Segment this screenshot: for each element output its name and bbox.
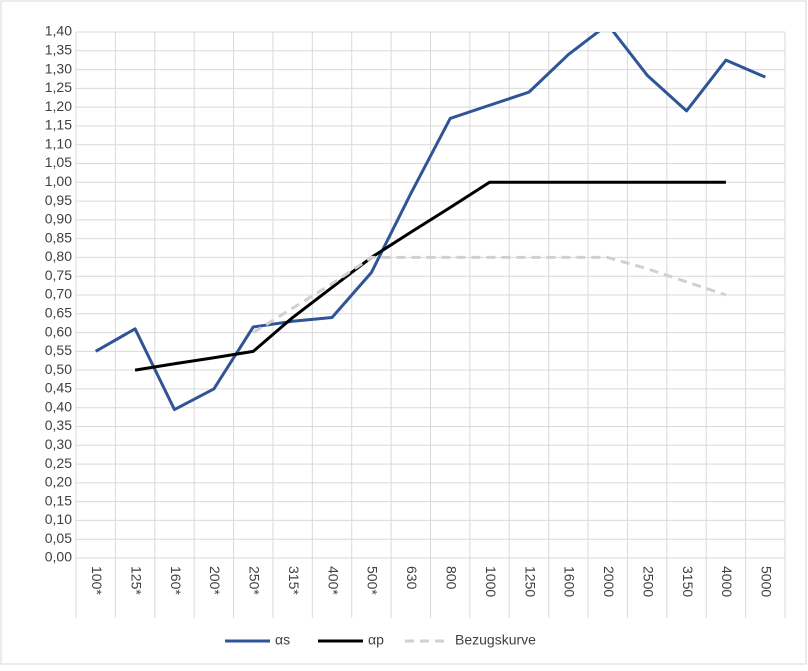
x-tick-label: 160* bbox=[168, 566, 184, 595]
x-tick-label: 1000 bbox=[483, 566, 499, 597]
x-tick-label: 100* bbox=[89, 566, 105, 595]
y-tick-label: 0,95 bbox=[45, 192, 72, 208]
y-tick-label: 0,55 bbox=[45, 342, 72, 358]
y-tick-label: 1,35 bbox=[45, 41, 72, 57]
y-tick-label: 0,80 bbox=[45, 248, 72, 264]
x-tick-label: 4000 bbox=[719, 566, 735, 597]
y-tick-label: 0,70 bbox=[45, 286, 72, 302]
y-tick-label: 1,15 bbox=[45, 117, 72, 133]
x-tick-label: 5000 bbox=[759, 566, 775, 597]
plot-lines bbox=[94, 32, 766, 412]
series-line bbox=[134, 180, 726, 372]
y-tick-label: 0,35 bbox=[45, 417, 72, 433]
y-tick-label: 0,30 bbox=[45, 436, 72, 452]
x-tick-label: 1600 bbox=[562, 566, 578, 597]
y-tick-label: 0,15 bbox=[45, 492, 72, 508]
y-tick-label: 1,40 bbox=[45, 23, 72, 39]
y-tick-label: 0,75 bbox=[45, 267, 72, 283]
x-tick-label: 250* bbox=[247, 566, 263, 595]
y-tick-label: 0,20 bbox=[45, 474, 72, 490]
y-tick-label: 0,10 bbox=[45, 511, 72, 527]
x-tick-label: 2500 bbox=[640, 566, 656, 597]
legend-label: Bezugskurve bbox=[455, 632, 536, 648]
y-tick-label: 0,45 bbox=[45, 380, 72, 396]
y-tick-label: 1,20 bbox=[45, 98, 72, 114]
y-tick-label: 1,10 bbox=[45, 135, 72, 151]
y-tick-label: 1,05 bbox=[45, 154, 72, 170]
y-tick-label: 1,00 bbox=[45, 173, 72, 189]
legend-label: αs bbox=[275, 632, 290, 648]
y-tick-label: 0,85 bbox=[45, 229, 72, 245]
x-tick-label: 800 bbox=[443, 566, 459, 590]
y-tick-label: 0,25 bbox=[45, 455, 72, 471]
y-tick-label: 1,25 bbox=[45, 79, 72, 95]
y-tick-label: 0,00 bbox=[45, 549, 72, 565]
x-tick-label: 1250 bbox=[522, 566, 538, 597]
x-tick-label: 500* bbox=[365, 566, 381, 595]
legend-label: αp bbox=[368, 632, 384, 648]
y-tick-label: 0,50 bbox=[45, 361, 72, 377]
x-tick-label: 3150 bbox=[680, 566, 696, 597]
x-tick-label: 400* bbox=[325, 566, 341, 595]
y-tick-label: 0,65 bbox=[45, 304, 72, 320]
x-tick-label: 630 bbox=[404, 566, 420, 590]
x-tick-label: 125* bbox=[128, 566, 144, 595]
x-tick-label: 200* bbox=[207, 566, 223, 595]
series-line bbox=[94, 32, 766, 412]
y-tick-label: 0,40 bbox=[45, 398, 72, 414]
x-tick-label: 2000 bbox=[601, 566, 617, 597]
y-tick-label: 1,30 bbox=[45, 60, 72, 76]
y-tick-label: 0,05 bbox=[45, 530, 72, 546]
y-tick-label: 0,90 bbox=[45, 211, 72, 227]
y-tick-label: 0,60 bbox=[45, 323, 72, 339]
x-tick-label: 315* bbox=[286, 566, 302, 595]
series-line bbox=[252, 255, 727, 334]
